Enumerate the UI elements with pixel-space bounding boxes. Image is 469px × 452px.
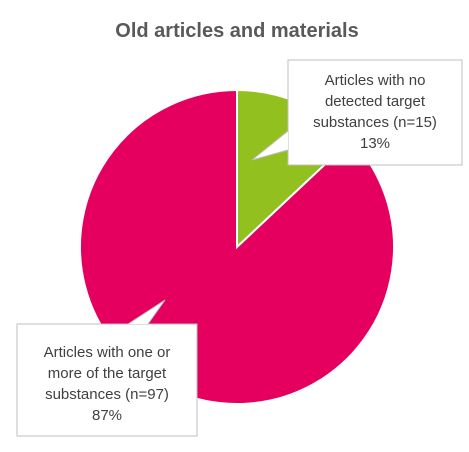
callout-1: Articles with one or more of the target su… (16, 299, 198, 437)
slice-label-1: Articles with one or more of the target su… (44, 344, 171, 424)
slice-label-line: 87% (92, 407, 122, 424)
slice-label-line: Articles with no (325, 72, 426, 89)
callout-pointer-edge-0 (251, 130, 289, 161)
slice-label-line: more of the target (48, 365, 167, 382)
slice-label-0: Articles with no detected target substance… (313, 72, 437, 152)
callout-box-1 (16, 323, 198, 437)
chart-title: Old articles and materials (115, 20, 358, 42)
slice-label-line: detected target (325, 93, 426, 110)
slice-label-line: substances (n=15) (313, 114, 437, 131)
slice-label-line: 13% (360, 135, 390, 152)
callout-box-0 (287, 59, 463, 166)
slice-callouts: Articles with no detected target substance… (16, 59, 463, 437)
callout-pointer-edge-1 (127, 299, 166, 325)
slice-label-line: Articles with one or (44, 344, 171, 361)
slice-label-line: substances (n=97) (45, 386, 169, 403)
callout-0: Articles with no detected target substance… (251, 59, 463, 166)
